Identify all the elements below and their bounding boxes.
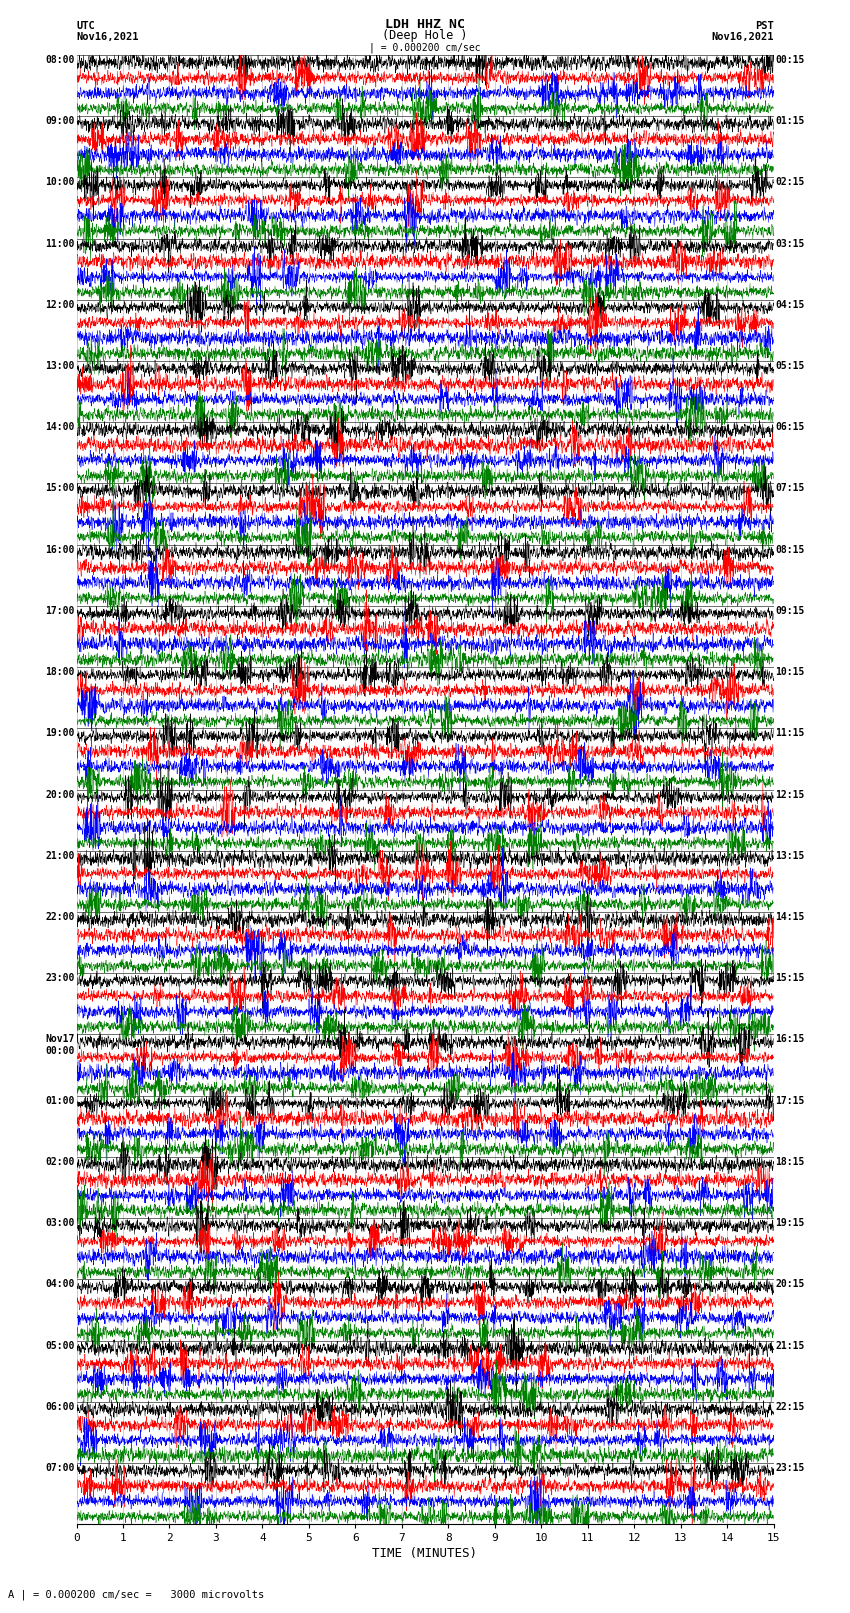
Text: PST: PST xyxy=(755,21,774,31)
Text: 11:00: 11:00 xyxy=(45,239,75,248)
Text: 09:15: 09:15 xyxy=(775,606,805,616)
Text: 23:15: 23:15 xyxy=(775,1463,805,1473)
Text: 22:15: 22:15 xyxy=(775,1402,805,1411)
Text: 12:00: 12:00 xyxy=(45,300,75,310)
Text: 10:15: 10:15 xyxy=(775,668,805,677)
Text: 16:00: 16:00 xyxy=(45,545,75,555)
Text: 04:15: 04:15 xyxy=(775,300,805,310)
Text: 18:15: 18:15 xyxy=(775,1157,805,1166)
Text: UTC: UTC xyxy=(76,21,95,31)
Text: Nov16,2021: Nov16,2021 xyxy=(76,32,139,42)
Text: 00:15: 00:15 xyxy=(775,55,805,65)
Text: 18:00: 18:00 xyxy=(45,668,75,677)
Text: A | = 0.000200 cm/sec =   3000 microvolts: A | = 0.000200 cm/sec = 3000 microvolts xyxy=(8,1589,264,1600)
Text: 16:15: 16:15 xyxy=(775,1034,805,1045)
Text: LDH HHZ NC: LDH HHZ NC xyxy=(385,18,465,31)
Text: 14:00: 14:00 xyxy=(45,423,75,432)
Text: 23:00: 23:00 xyxy=(45,973,75,984)
Text: 14:15: 14:15 xyxy=(775,911,805,923)
Text: 19:00: 19:00 xyxy=(45,729,75,739)
Text: 07:15: 07:15 xyxy=(775,484,805,494)
Text: 05:15: 05:15 xyxy=(775,361,805,371)
Text: 15:15: 15:15 xyxy=(775,973,805,984)
Text: 19:15: 19:15 xyxy=(775,1218,805,1227)
Text: (Deep Hole ): (Deep Hole ) xyxy=(382,29,468,42)
Text: 20:00: 20:00 xyxy=(45,790,75,800)
Text: 09:00: 09:00 xyxy=(45,116,75,126)
Text: 13:00: 13:00 xyxy=(45,361,75,371)
Text: 01:15: 01:15 xyxy=(775,116,805,126)
Text: 17:00: 17:00 xyxy=(45,606,75,616)
Text: 17:15: 17:15 xyxy=(775,1095,805,1105)
Text: 11:15: 11:15 xyxy=(775,729,805,739)
Text: 12:15: 12:15 xyxy=(775,790,805,800)
Text: 06:00: 06:00 xyxy=(45,1402,75,1411)
Text: 13:15: 13:15 xyxy=(775,850,805,861)
Text: 07:00: 07:00 xyxy=(45,1463,75,1473)
Text: 08:00: 08:00 xyxy=(45,55,75,65)
Text: 21:00: 21:00 xyxy=(45,850,75,861)
Text: 06:15: 06:15 xyxy=(775,423,805,432)
Text: 02:15: 02:15 xyxy=(775,177,805,187)
Text: 04:00: 04:00 xyxy=(45,1279,75,1289)
Text: 03:15: 03:15 xyxy=(775,239,805,248)
Text: 20:15: 20:15 xyxy=(775,1279,805,1289)
Text: 22:00: 22:00 xyxy=(45,911,75,923)
Text: | = 0.000200 cm/sec: | = 0.000200 cm/sec xyxy=(369,42,481,53)
Text: 21:15: 21:15 xyxy=(775,1340,805,1350)
Text: Nov16,2021: Nov16,2021 xyxy=(711,32,774,42)
X-axis label: TIME (MINUTES): TIME (MINUTES) xyxy=(372,1547,478,1560)
Text: 02:00: 02:00 xyxy=(45,1157,75,1166)
Text: 08:15: 08:15 xyxy=(775,545,805,555)
Text: 03:00: 03:00 xyxy=(45,1218,75,1227)
Text: 01:00: 01:00 xyxy=(45,1095,75,1105)
Text: 15:00: 15:00 xyxy=(45,484,75,494)
Text: 05:00: 05:00 xyxy=(45,1340,75,1350)
Text: Nov17
00:00: Nov17 00:00 xyxy=(45,1034,75,1057)
Text: 10:00: 10:00 xyxy=(45,177,75,187)
